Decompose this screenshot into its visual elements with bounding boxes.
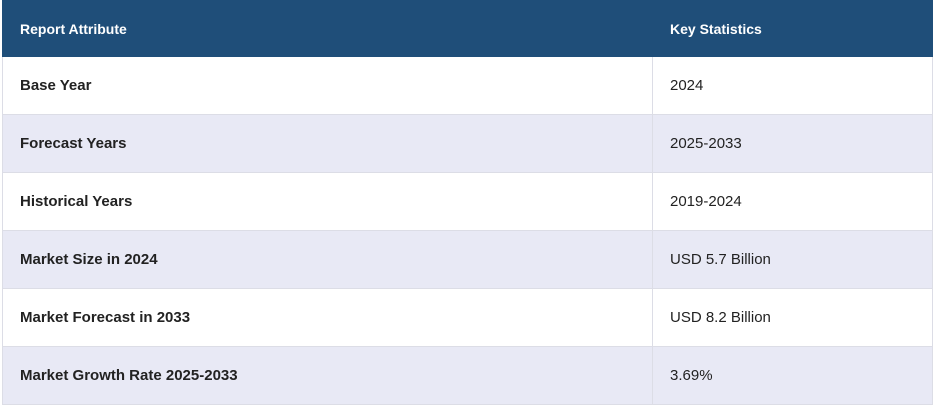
value-cell: 3.69% xyxy=(652,346,933,405)
value-cell: USD 5.7 Billion xyxy=(652,230,933,289)
value-cell: 2025-2033 xyxy=(652,114,933,173)
value-cell: 2024 xyxy=(652,56,933,115)
attribute-cell: Historical Years xyxy=(2,172,653,231)
attribute-cell: Market Growth Rate 2025-2033 xyxy=(2,346,653,405)
table-row: Forecast Years 2025-2033 xyxy=(2,114,933,173)
table-row: Market Growth Rate 2025-2033 3.69% xyxy=(2,346,933,405)
attribute-cell: Forecast Years xyxy=(2,114,653,173)
header-row: Report Attribute Key Statistics xyxy=(2,0,933,57)
table-row: Market Forecast in 2033 USD 8.2 Billion xyxy=(2,288,933,347)
value-cell: 2019-2024 xyxy=(652,172,933,231)
value-cell: USD 8.2 Billion xyxy=(652,288,933,347)
attribute-cell: Market Forecast in 2033 xyxy=(2,288,653,347)
table-row: Historical Years 2019-2024 xyxy=(2,172,933,231)
attribute-cell: Market Size in 2024 xyxy=(2,230,653,289)
table-row: Base Year 2024 xyxy=(2,56,933,115)
table-body: Base Year 2024 Forecast Years 2025-2033 Hist… xyxy=(2,56,933,405)
header-cell: Report Attribute xyxy=(2,0,653,57)
attribute-cell: Base Year xyxy=(2,56,653,115)
table-row: Market Size in 2024 USD 5.7 Billion xyxy=(2,230,933,289)
header-cell: Key Statistics xyxy=(652,0,933,57)
